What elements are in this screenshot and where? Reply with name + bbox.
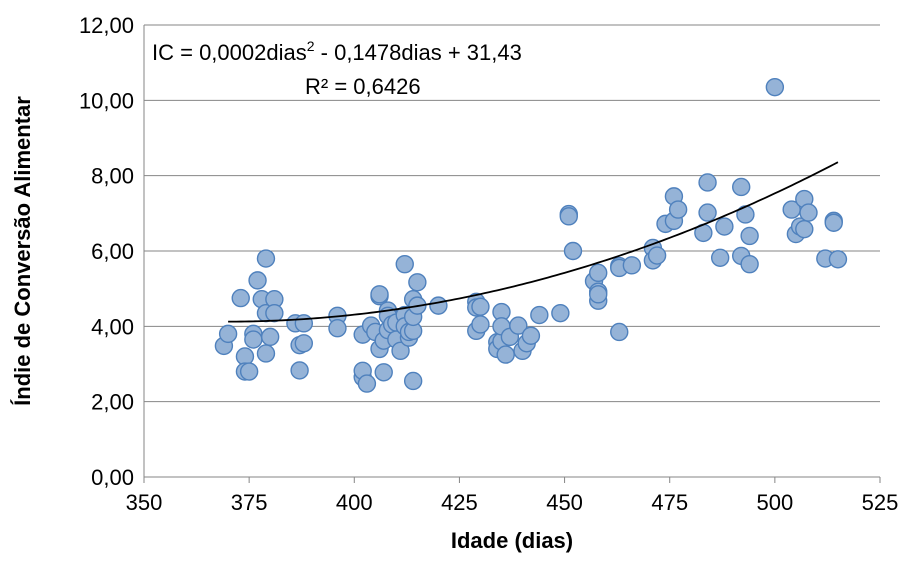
data-point (391, 341, 410, 361)
data-point (471, 315, 490, 334)
data-point (732, 177, 751, 197)
x-tick-label: 450 (546, 490, 583, 515)
data-point (256, 344, 276, 363)
data-point (408, 273, 427, 292)
data-point (395, 254, 414, 274)
data-point (698, 173, 717, 192)
data-point (357, 374, 377, 393)
data-point (610, 322, 629, 342)
data-point (740, 226, 759, 246)
data-point (740, 254, 759, 274)
x-tick-labels: 350 375 400 425 450 475 500 525 (126, 490, 899, 515)
data-point (589, 263, 608, 283)
y-tick-label: 0,00 (91, 465, 134, 490)
axes (143, 25, 881, 483)
r-squared-label: R² = 0,6426 (305, 74, 421, 99)
data-point (530, 305, 549, 325)
data-point (799, 203, 818, 222)
data-point (563, 241, 583, 261)
data-point (403, 371, 423, 391)
data-point (328, 319, 347, 338)
data-point (471, 297, 490, 316)
y-axis-title: Índie de Conversão Alimentar (10, 96, 35, 406)
y-tick-label: 4,00 (91, 314, 134, 339)
x-axis-title: Idade (dias) (451, 528, 573, 553)
data-point (256, 249, 276, 268)
data-point (290, 361, 309, 380)
data-point (239, 362, 259, 381)
data-point (496, 345, 515, 364)
data-point (244, 330, 263, 349)
y-tick-label: 12,00 (79, 13, 134, 38)
data-point (710, 248, 730, 267)
data-point (509, 316, 528, 335)
data-point (824, 213, 843, 232)
data-point (622, 256, 642, 275)
data-point (828, 250, 848, 269)
data-point (668, 200, 688, 219)
data-point (698, 203, 717, 222)
x-tick-label: 425 (441, 490, 478, 515)
x-tick-label: 375 (231, 490, 268, 515)
data-point (559, 207, 578, 226)
x-tick-label: 350 (126, 490, 163, 515)
data-point (265, 303, 284, 323)
data-points (214, 77, 848, 393)
y-tick-labels: 0,00 2,00 4,00 6,00 8,00 10,00 12,00 (79, 13, 134, 490)
data-point (374, 363, 393, 382)
data-point (429, 296, 448, 315)
data-point (551, 303, 570, 323)
data-point (370, 285, 389, 304)
x-tick-label: 500 (756, 490, 793, 515)
x-tick-label: 525 (862, 490, 899, 515)
data-point (647, 246, 667, 265)
data-point (248, 271, 267, 290)
data-point (231, 288, 250, 308)
data-point (795, 219, 814, 239)
data-point (218, 324, 238, 344)
data-point (294, 314, 314, 333)
y-tick-label: 6,00 (91, 239, 134, 264)
y-tick-label: 8,00 (91, 164, 134, 189)
data-point (260, 327, 280, 347)
data-point (521, 326, 541, 345)
trendline (228, 161, 839, 323)
x-tick-label: 475 (651, 490, 688, 515)
data-point (294, 334, 314, 353)
x-tick-label: 400 (336, 490, 373, 515)
data-point (715, 217, 734, 236)
equation-label: IC = 0,0002dias2 - 0,1478dias + 31,43 (152, 38, 522, 65)
data-point (765, 77, 785, 97)
y-tick-label: 2,00 (91, 390, 134, 415)
data-point (589, 285, 608, 304)
y-tick-label: 10,00 (79, 88, 134, 113)
